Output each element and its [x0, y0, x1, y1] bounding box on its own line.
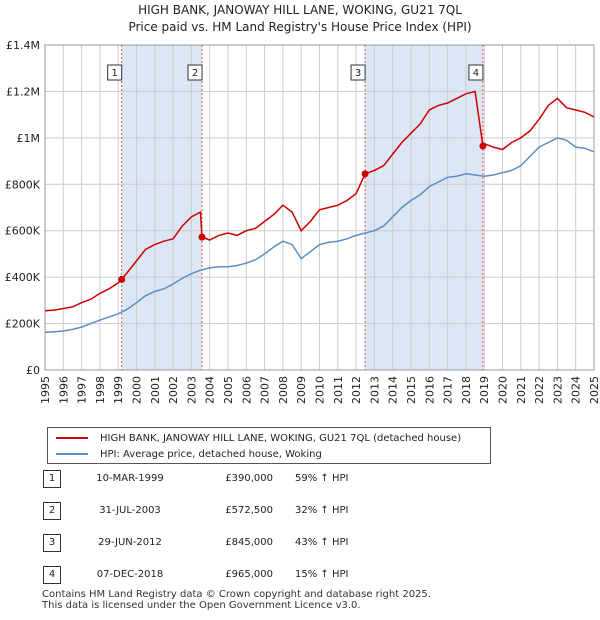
- legend-swatch-hpi: [56, 453, 88, 455]
- sale-marker-box: [468, 64, 484, 81]
- x-tick-label: 2012: [350, 376, 363, 404]
- x-tick-label: 2016: [423, 376, 436, 404]
- price-chart: £0 £200K £400K £600K £800K £1M £1.2M £1.4M 1995 1…: [5, 39, 600, 404]
- y-tick-label: £1.4M: [6, 39, 40, 52]
- sale-price: £965,000: [225, 569, 273, 580]
- x-tick-label: 2018: [460, 376, 473, 404]
- sale-hpi-change: 32% ↑ HPI: [295, 505, 349, 516]
- legend-item-property: HIGH BANK, JANOWAY HILL LANE, WOKING, GU…: [56, 430, 461, 446]
- x-tick-label: 2002: [167, 376, 180, 404]
- sale-number: 1: [43, 470, 61, 488]
- x-tick-label: 2023: [551, 376, 564, 404]
- sale-marker-label: 2: [192, 68, 198, 79]
- sale-marker-box: [350, 64, 366, 81]
- x-tick-label: 2020: [497, 376, 510, 404]
- x-tick-label: 2009: [295, 376, 308, 404]
- legend-label-property: HIGH BANK, JANOWAY HILL LANE, WOKING, GU…: [100, 432, 462, 444]
- sale-point: [361, 170, 369, 178]
- sale-row: 2 31-JUL-2003 £572,500 32% ↑ HPI: [43, 502, 443, 520]
- sale-row: 3 29-JUN-2012 £845,000 43% ↑ HPI: [43, 534, 443, 552]
- x-tick-label: 2008: [277, 376, 290, 404]
- x-tick-label: 2000: [131, 376, 144, 404]
- plot-frame: [44, 44, 595, 371]
- x-tick-label: 2019: [478, 376, 491, 404]
- sale-marker-box: [107, 64, 123, 81]
- x-tick-label: 2003: [185, 376, 198, 404]
- sale-point: [479, 142, 487, 150]
- x-tick-label: 2022: [533, 376, 546, 404]
- x-tick-label: 1999: [112, 376, 125, 404]
- sale-date: 31-JUL-2003: [99, 505, 161, 516]
- shaded-band: [121, 45, 203, 370]
- sale-marker-box: [187, 64, 203, 81]
- sale-number: 2: [43, 502, 61, 520]
- sale-row: 1 10-MAR-1999 £390,000 59% ↑ HPI: [43, 470, 443, 488]
- series-line-property: [44, 90, 595, 312]
- legend-item-hpi: HPI: Average price, detached house, Woki…: [56, 446, 322, 462]
- series-line-hpi: [44, 137, 595, 334]
- sale-marker-label: 4: [473, 68, 479, 79]
- sale-point: [118, 275, 126, 283]
- x-tick-label: 2006: [240, 376, 253, 404]
- x-tick-label: 2001: [149, 376, 162, 404]
- sale-number: 3: [43, 534, 61, 552]
- x-tick-label: 2010: [314, 376, 327, 404]
- sale-hpi-change: 59% ↑ HPI: [295, 473, 349, 484]
- chart-title: HIGH BANK, JANOWAY HILL LANE, WOKING, GU…: [138, 3, 462, 17]
- legend: HIGH BANK, JANOWAY HILL LANE, WOKING, GU…: [47, 427, 491, 464]
- sale-date: 07-DEC-2018: [96, 569, 164, 580]
- sale-price: £845,000: [225, 537, 273, 548]
- sale-row: 4 07-DEC-2018 £965,000 15% ↑ HPI: [43, 566, 443, 584]
- sale-hpi-change: 43% ↑ HPI: [295, 537, 349, 548]
- footer-licence: This data is licensed under the Open Gov…: [42, 600, 361, 611]
- x-tick-label: 2014: [387, 376, 400, 404]
- shaded-band: [365, 45, 483, 370]
- x-tick-label: 1998: [94, 376, 107, 404]
- y-tick-label: £400K: [5, 271, 41, 284]
- sale-marker-label: 3: [355, 68, 361, 79]
- x-tick-label: 2025: [588, 376, 600, 404]
- legend-swatch-property: [56, 437, 88, 439]
- y-tick-label: £0: [26, 364, 40, 377]
- x-tick-label: 2017: [442, 376, 455, 404]
- sale-number: 4: [43, 566, 61, 584]
- sale-hpi-change: 15% ↑ HPI: [295, 569, 349, 580]
- x-tick-label: 1995: [39, 376, 52, 404]
- y-tick-label: £1.2M: [6, 85, 40, 98]
- y-tick-label: £200K: [5, 318, 41, 331]
- x-tick-label: 2011: [332, 376, 345, 404]
- x-tick-label: 2005: [222, 376, 235, 404]
- legend-label-hpi: HPI: Average price, detached house, Woki…: [100, 448, 322, 460]
- x-tick-label: 2007: [259, 376, 272, 404]
- y-tick-label: £600K: [5, 225, 41, 238]
- x-tick-label: 2013: [368, 376, 381, 404]
- chart-subtitle: Price paid vs. HM Land Registry's House …: [128, 20, 472, 34]
- y-tick-label: £1M: [17, 132, 41, 145]
- sale-marker-label: 1: [111, 68, 117, 79]
- x-tick-label: 2015: [405, 376, 418, 404]
- y-tick-label: £800K: [5, 178, 41, 191]
- x-tick-label: 1997: [76, 376, 89, 404]
- sale-point: [198, 233, 206, 241]
- sale-price: £390,000: [225, 473, 273, 484]
- sale-date: 29-JUN-2012: [98, 537, 162, 548]
- x-tick-label: 2004: [204, 376, 217, 404]
- x-tick-label: 1996: [57, 376, 70, 404]
- sale-date: 10-MAR-1999: [96, 473, 164, 484]
- footer-copyright: Contains HM Land Registry data © Crown c…: [42, 589, 431, 600]
- sale-price: £572,500: [225, 505, 273, 516]
- x-tick-label: 2024: [570, 376, 583, 404]
- x-tick-label: 2021: [515, 376, 528, 404]
